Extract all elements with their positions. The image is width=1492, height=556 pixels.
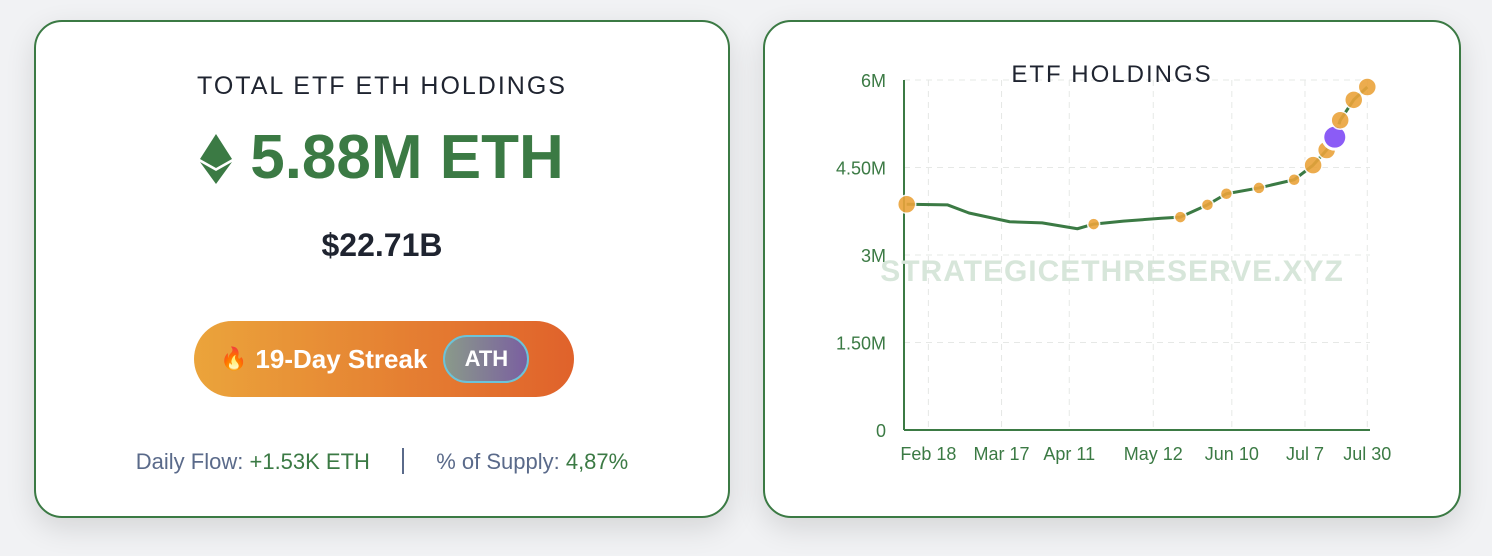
y-tick-label: 6M <box>861 71 886 91</box>
data-point-marker <box>1330 110 1350 130</box>
data-point-marker <box>896 194 917 214</box>
data-point-marker <box>1357 77 1378 97</box>
data-point-marker <box>1303 155 1323 175</box>
x-tick-label: Jul 30 <box>1343 444 1391 464</box>
x-tick-label: Apr 11 <box>1043 444 1095 464</box>
x-tick-label: Jul 7 <box>1286 444 1324 464</box>
y-tick-label: 1.50M <box>836 334 886 354</box>
holdings-summary-card: TOTAL ETF ETH HOLDINGS 5.88M ETH $22.71B… <box>34 20 730 518</box>
data-point-marker <box>1200 198 1215 212</box>
card-title: TOTAL ETF ETH HOLDINGS <box>197 72 567 100</box>
streak-badge: 🔥 19-Day Streak ATH <box>194 321 574 397</box>
data-point-marker <box>1173 210 1188 224</box>
y-tick-label: 3M <box>861 246 886 266</box>
ethereum-icon <box>200 134 233 184</box>
chart-title: ETF HOLDINGS <box>1011 61 1212 88</box>
y-tick-label: 4.50M <box>836 159 886 179</box>
x-tick-label: Feb 18 <box>900 444 956 464</box>
divider <box>402 448 405 474</box>
holdings-line <box>906 85 1369 231</box>
x-tick-label: Jun 10 <box>1205 444 1259 464</box>
fire-icon: 🔥 <box>220 346 248 371</box>
streak-label: 19-Day Streak <box>255 343 428 374</box>
data-point-marker <box>1086 217 1101 231</box>
x-tick-label: May 12 <box>1124 444 1183 464</box>
daily-flow-label: Daily Flow: <box>135 449 244 474</box>
holdings-value: 5.88M ETH <box>36 122 728 193</box>
data-point-marker <box>1287 173 1301 187</box>
data-point-marker <box>1219 187 1234 201</box>
daily-flow-value: +1.53K ETH <box>249 449 370 474</box>
supply-value: 4,87% <box>565 449 629 474</box>
holdings-text: 5.88M ETH <box>250 123 564 192</box>
ath-badge: ATH <box>443 335 530 383</box>
y-tick-label: 0 <box>876 421 886 441</box>
supply-label: % of Supply: <box>436 449 560 474</box>
data-point-marker <box>1252 181 1266 195</box>
x-tick-label: Mar 17 <box>974 444 1030 464</box>
usd-value: $22.71B <box>321 227 443 263</box>
data-point-marker <box>1343 90 1364 110</box>
flow-stats: Daily Flow: +1.53K ETH % of Supply: 4,87… <box>36 448 728 475</box>
watermark: STRATEGICETHRESERVE.XYZ <box>880 255 1344 288</box>
